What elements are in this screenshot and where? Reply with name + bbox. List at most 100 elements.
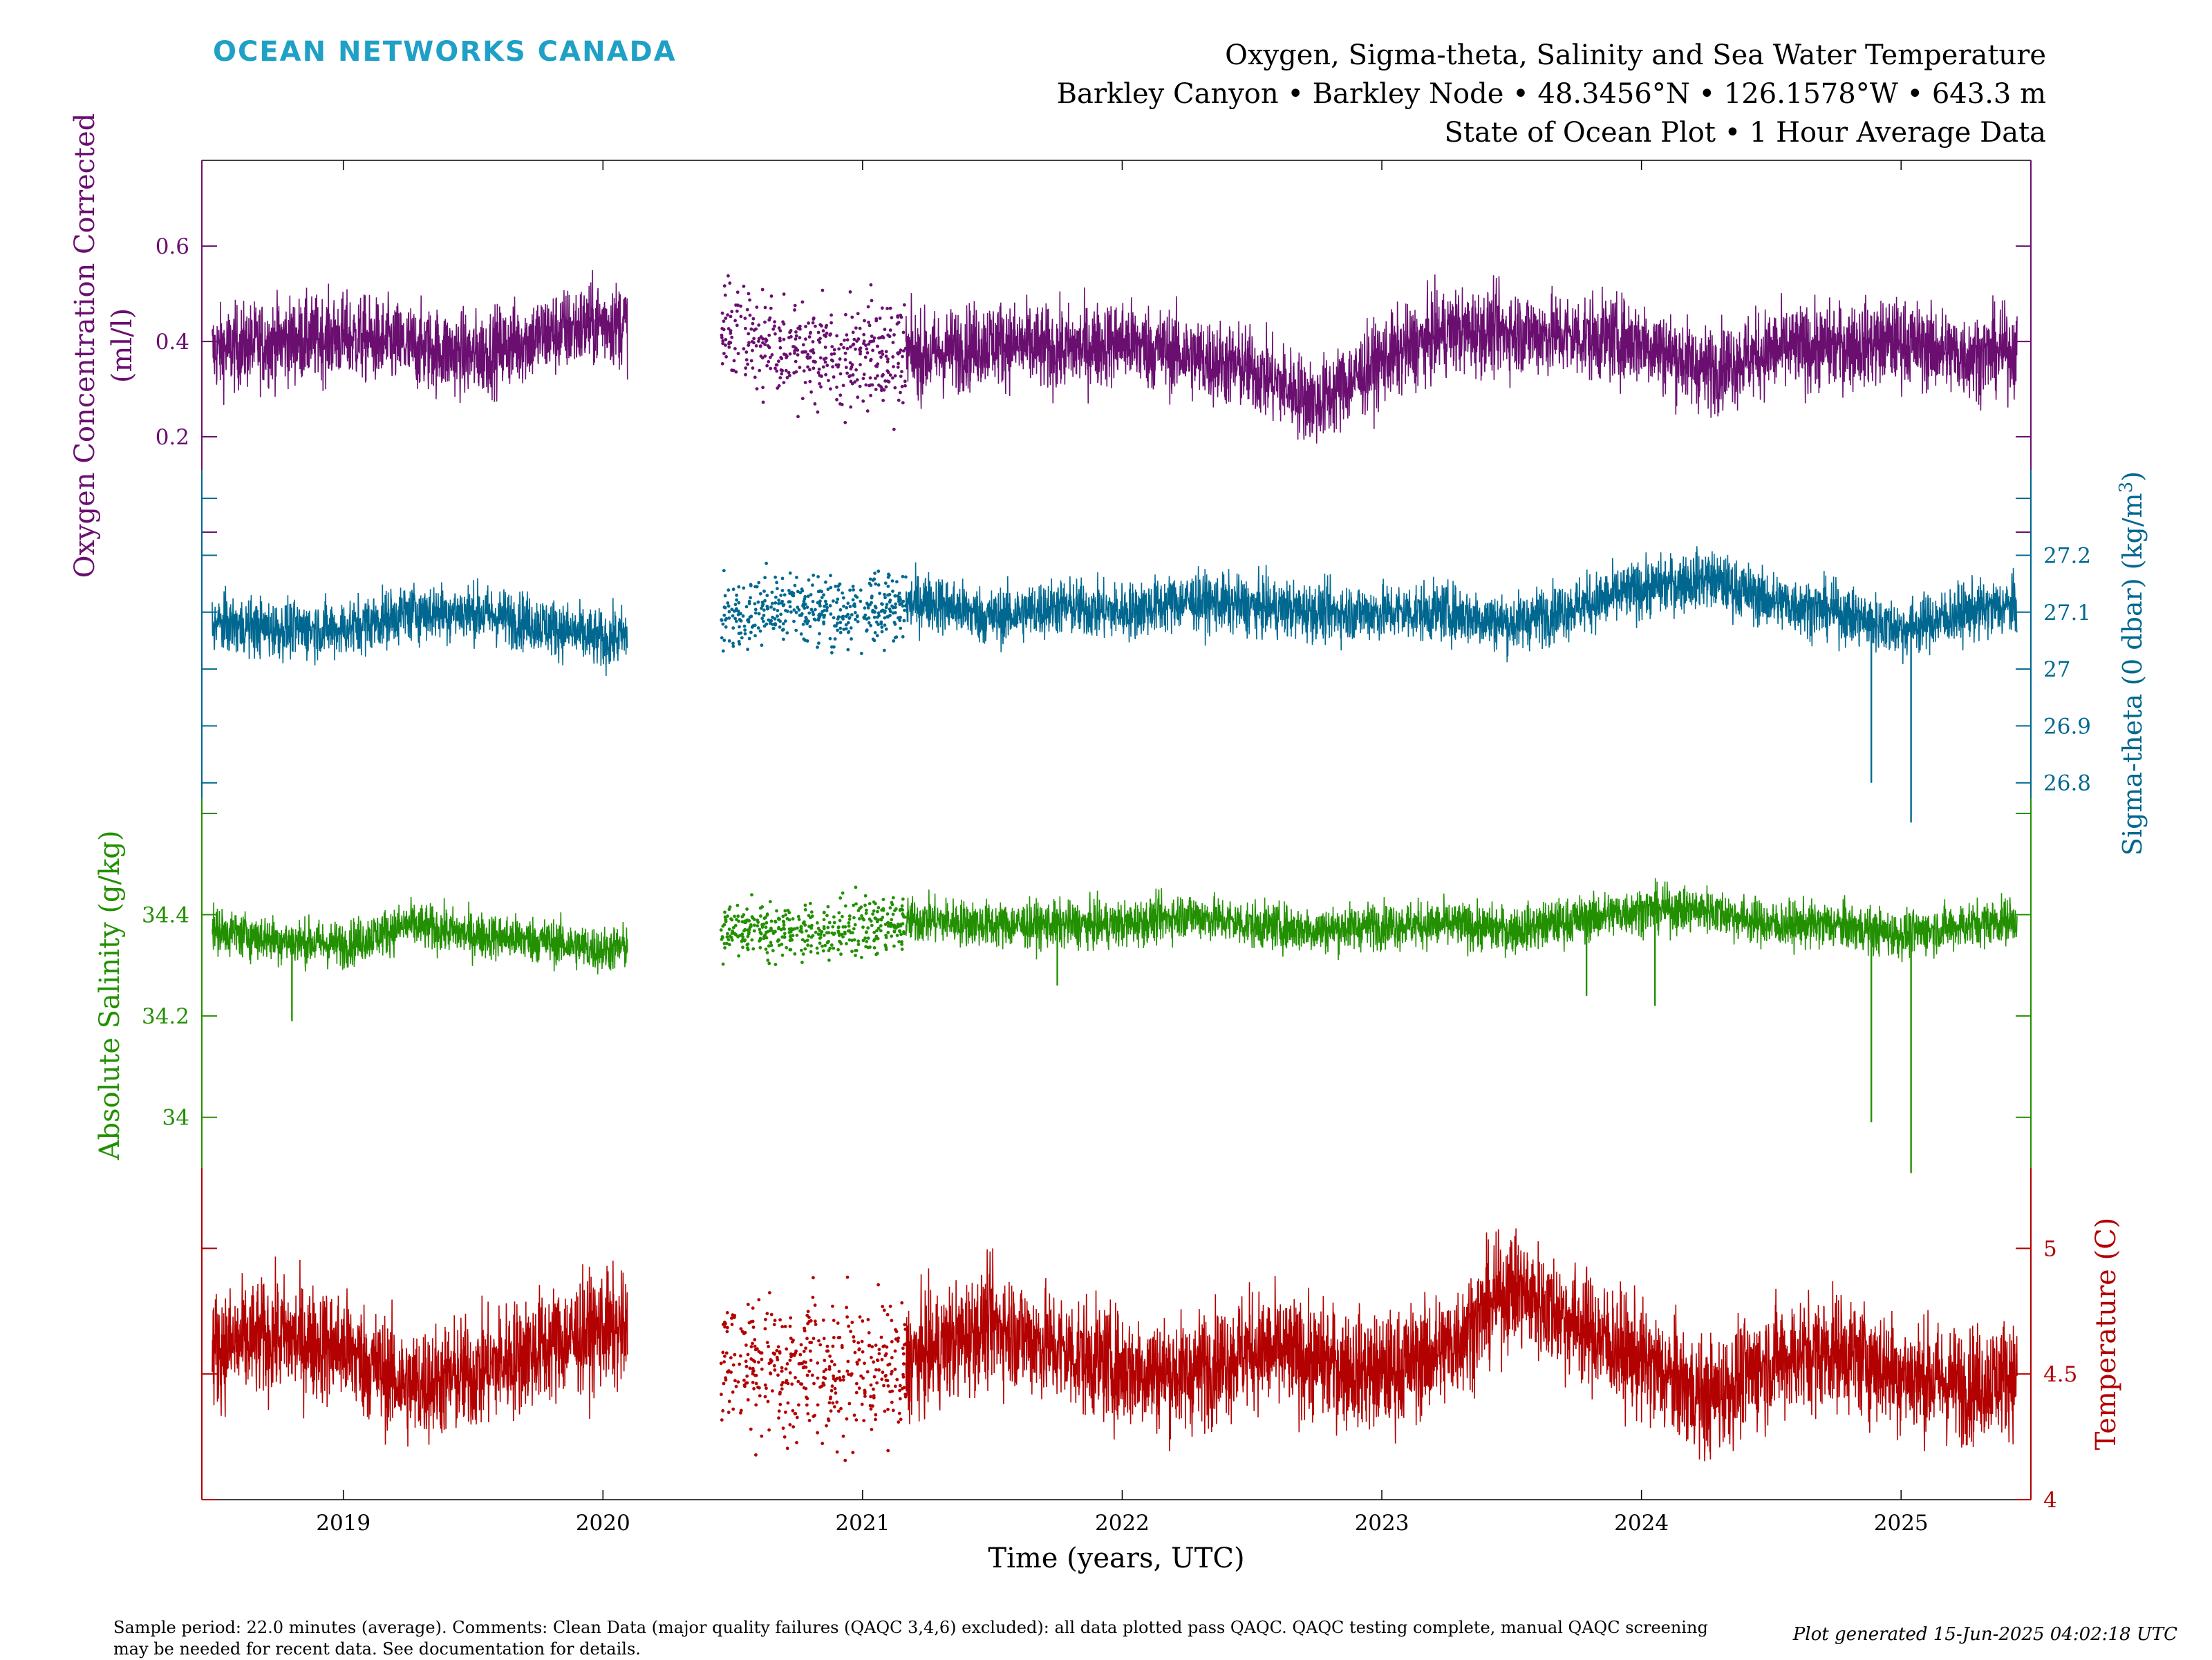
series-point [854,368,858,372]
series-point [869,283,873,287]
series-point [809,390,813,394]
series-point [890,1370,894,1373]
series-point [789,1352,793,1356]
series-point [890,934,894,938]
series-point [881,399,885,402]
series-point [833,637,837,641]
series-point [807,578,811,582]
series-point [788,1423,792,1426]
series-point [793,952,797,956]
series-point [843,421,847,424]
y-tick-label: 4.5 [2043,1362,2077,1387]
series-point [824,372,827,377]
series-point [885,1312,890,1317]
series-point [744,350,749,354]
series-point [729,314,733,319]
series-0 [212,270,2018,444]
series-point [874,1417,877,1422]
series-point [782,292,786,296]
series-point [779,612,782,616]
series-point [729,331,733,335]
series-point [719,928,723,932]
series-point [733,319,737,323]
series-point [810,923,814,927]
series-point [852,1413,856,1417]
series-point [867,621,871,625]
series-point [877,1283,880,1287]
series-point [901,1346,905,1350]
series-point [854,1418,859,1422]
series-point [773,320,776,324]
series-point [839,1406,843,1411]
series-point [727,604,731,608]
series-point [809,1319,813,1323]
series-point [738,618,742,621]
series-point [731,930,734,933]
series-point [872,900,876,904]
series-point [773,324,776,328]
series-point [745,1374,749,1378]
series-point [771,1351,776,1355]
series-point [886,930,890,934]
series-point [821,949,825,953]
series-point [778,376,782,379]
series-point [880,306,884,310]
series-point [886,357,890,361]
y-axis-label-sigma-main: Sigma-theta (0 dbar) (kg/m [2117,493,2148,856]
series-point [863,1388,867,1393]
series-point [850,315,854,319]
series-point [822,1370,826,1373]
series-point [879,355,883,359]
series-point [893,374,897,378]
series-point [780,576,785,581]
series-point [864,383,868,387]
series-point [809,607,814,612]
series-point [805,1397,809,1401]
series-point [760,925,765,929]
series-point [805,939,809,942]
series-point [832,348,836,352]
series-point [841,1434,845,1438]
series-point [818,1343,823,1347]
series-point [761,400,765,404]
series-point [846,601,850,605]
series-point [859,588,863,592]
series-point [866,603,870,607]
series-point [884,385,888,389]
series-point [747,292,751,296]
series-point [860,914,863,918]
series-point [893,594,897,598]
series-point [862,1419,866,1423]
series-point [729,1356,733,1360]
series-point [823,1359,827,1362]
series-point [735,323,739,328]
series-point [849,379,853,384]
series-point [753,929,756,933]
series-point [762,590,766,593]
series-point [816,410,820,414]
series-point [781,1381,785,1384]
series-point [843,925,847,929]
series-point [760,1367,764,1371]
series-point [754,327,758,331]
series-point [789,334,793,339]
series-point [846,621,850,625]
series-point [820,590,823,594]
series-point [884,605,888,610]
series-point [782,932,787,936]
series-point [742,586,746,590]
x-tick-label: 2021 [835,1511,890,1536]
series-point [777,927,780,931]
series-point [832,375,836,379]
series-point [752,918,756,921]
x-tick-label: 2023 [1355,1511,1409,1536]
y-axis-label-oxygen-line2: (ml/l) [106,308,138,383]
series-point [783,909,787,913]
series-point [738,1362,742,1366]
series-point [846,648,850,652]
series-point [774,595,778,599]
series-point [731,644,735,648]
series-point [832,1405,836,1408]
series-point [853,1350,857,1355]
series-point [836,1409,841,1413]
